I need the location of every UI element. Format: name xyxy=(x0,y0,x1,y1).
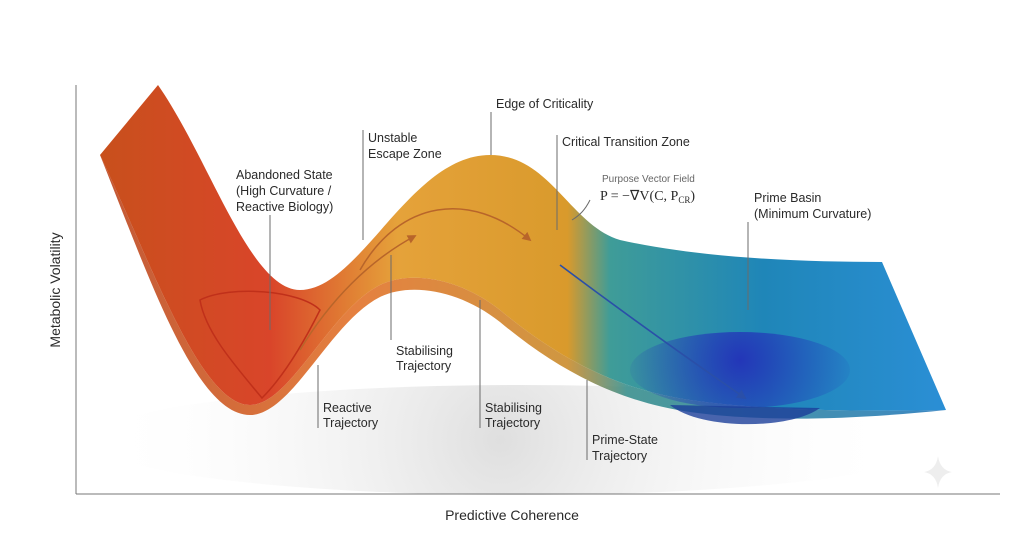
reactive-loop xyxy=(199,290,321,400)
annotation: Prime Basin xyxy=(754,191,821,205)
annotation: Trajectory xyxy=(592,449,648,463)
annotation: Edge of Criticality xyxy=(496,97,594,111)
landscape-surface xyxy=(100,85,946,411)
formula-close: ) xyxy=(690,189,695,204)
annotation: Purpose Vector Field xyxy=(602,174,695,185)
annotation: Escape Zone xyxy=(368,147,442,161)
formula-sub: CR xyxy=(678,195,690,205)
annotation: Trajectory xyxy=(323,416,379,430)
leader-line xyxy=(571,199,591,221)
annotation: Unstable xyxy=(368,131,417,145)
prime-arrow xyxy=(559,264,747,400)
annotation: Trajectory xyxy=(485,416,541,430)
formula: P = −∇V(C, PCR) xyxy=(600,189,695,205)
annotation: (Minimum Curvature) xyxy=(754,207,871,221)
annotation: Critical Transition Zone xyxy=(562,135,690,149)
annotation: Abandoned State xyxy=(236,168,333,182)
annotation: Stabilising xyxy=(485,401,542,415)
y-axis-label: Metabolic Volatility xyxy=(47,232,63,347)
formula-main: P = −∇V(C, P xyxy=(600,189,679,204)
annotation: Reactive Biology) xyxy=(236,200,333,214)
prime-basin-well xyxy=(630,332,850,408)
stabilising-arrow xyxy=(299,235,417,351)
annotation: Trajectory xyxy=(396,359,452,373)
sparkle-icon xyxy=(924,456,952,488)
escape-arrow xyxy=(359,208,532,271)
annotation: (High Curvature / xyxy=(236,184,332,198)
annotation: Reactive xyxy=(323,401,372,415)
basin-bottom xyxy=(670,405,820,425)
x-axis-label: Predictive Coherence xyxy=(445,507,579,523)
annotation: Stabilising xyxy=(396,344,453,358)
annotation: Prime-State xyxy=(592,433,658,447)
